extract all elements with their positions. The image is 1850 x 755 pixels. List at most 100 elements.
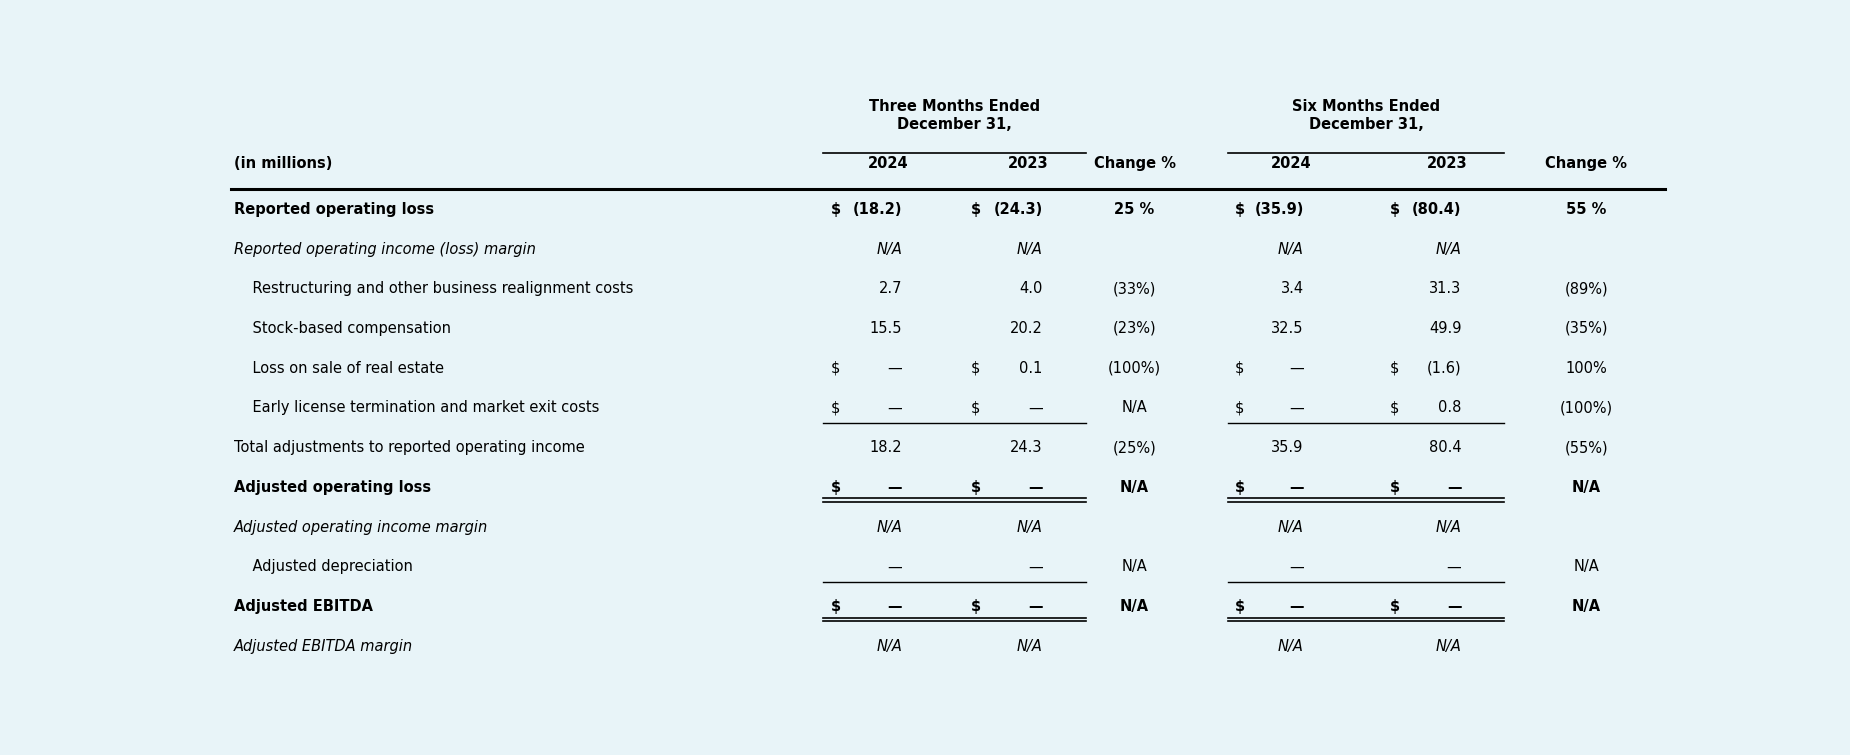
Text: (1.6): (1.6) xyxy=(1426,361,1462,376)
Text: —: — xyxy=(1029,599,1043,614)
Text: (89%): (89%) xyxy=(1565,282,1608,296)
Text: (25%): (25%) xyxy=(1112,440,1156,455)
Text: Change %: Change % xyxy=(1545,156,1628,171)
Text: (55%): (55%) xyxy=(1565,440,1608,455)
Text: 15.5: 15.5 xyxy=(870,321,903,336)
Text: N/A: N/A xyxy=(877,242,903,257)
Text: 2024: 2024 xyxy=(1271,156,1312,171)
Text: 0.8: 0.8 xyxy=(1437,400,1462,415)
Text: (80.4): (80.4) xyxy=(1412,202,1462,217)
Text: N/A: N/A xyxy=(1119,480,1149,495)
Text: N/A: N/A xyxy=(1121,400,1147,415)
Text: —: — xyxy=(1447,599,1462,614)
Text: N/A: N/A xyxy=(1018,519,1043,535)
Text: —: — xyxy=(888,361,903,376)
Text: Adjusted EBITDA margin: Adjusted EBITDA margin xyxy=(235,639,413,654)
Text: 20.2: 20.2 xyxy=(1010,321,1043,336)
Text: 2023: 2023 xyxy=(1426,156,1467,171)
Text: N/A: N/A xyxy=(1018,242,1043,257)
Text: $: $ xyxy=(831,202,840,217)
Text: 18.2: 18.2 xyxy=(870,440,903,455)
Text: $: $ xyxy=(1389,400,1399,415)
Text: N/A: N/A xyxy=(1436,519,1462,535)
Text: N/A: N/A xyxy=(1278,242,1304,257)
Text: $: $ xyxy=(1236,202,1245,217)
Text: —: — xyxy=(1289,400,1304,415)
Text: —: — xyxy=(1029,480,1043,495)
Text: Adjusted operating income margin: Adjusted operating income margin xyxy=(235,519,488,535)
Text: (35%): (35%) xyxy=(1565,321,1608,336)
Text: —: — xyxy=(1289,361,1304,376)
Text: 100%: 100% xyxy=(1565,361,1608,376)
Text: $: $ xyxy=(1236,361,1245,376)
Text: Total adjustments to reported operating income: Total adjustments to reported operating … xyxy=(235,440,585,455)
Text: (23%): (23%) xyxy=(1112,321,1156,336)
Text: (33%): (33%) xyxy=(1114,282,1156,296)
Text: 32.5: 32.5 xyxy=(1271,321,1304,336)
Text: (100%): (100%) xyxy=(1108,361,1162,376)
Text: —: — xyxy=(1029,400,1043,415)
Text: N/A: N/A xyxy=(1119,599,1149,614)
Text: —: — xyxy=(1029,559,1043,575)
Text: $: $ xyxy=(1389,480,1400,495)
Text: $: $ xyxy=(971,361,980,376)
Text: —: — xyxy=(888,400,903,415)
Text: 4.0: 4.0 xyxy=(1019,282,1043,296)
Text: $: $ xyxy=(971,599,980,614)
Text: $: $ xyxy=(831,599,840,614)
Text: —: — xyxy=(888,559,903,575)
Text: 3.4: 3.4 xyxy=(1280,282,1304,296)
Text: Three Months Ended
December 31,: Three Months Ended December 31, xyxy=(870,100,1040,131)
Text: N/A: N/A xyxy=(877,519,903,535)
Text: (18.2): (18.2) xyxy=(853,202,903,217)
Text: N/A: N/A xyxy=(1278,519,1304,535)
Text: 25 %: 25 % xyxy=(1114,202,1154,217)
Text: $: $ xyxy=(1236,400,1245,415)
Text: $: $ xyxy=(831,400,840,415)
Text: N/A: N/A xyxy=(1278,639,1304,654)
Text: Adjusted depreciation: Adjusted depreciation xyxy=(235,559,413,575)
Text: Reported operating income (loss) margin: Reported operating income (loss) margin xyxy=(235,242,536,257)
Text: Six Months Ended
December 31,: Six Months Ended December 31, xyxy=(1291,100,1439,131)
Text: $: $ xyxy=(1236,480,1245,495)
Text: $: $ xyxy=(1389,361,1399,376)
Text: 31.3: 31.3 xyxy=(1430,282,1462,296)
Text: —: — xyxy=(888,599,903,614)
Text: N/A: N/A xyxy=(1018,639,1043,654)
Text: (in millions): (in millions) xyxy=(235,156,333,171)
Text: Early license termination and market exit costs: Early license termination and market exi… xyxy=(235,400,599,415)
Text: —: — xyxy=(1289,599,1304,614)
Text: 80.4: 80.4 xyxy=(1428,440,1462,455)
Text: 2024: 2024 xyxy=(868,156,908,171)
Text: Reported operating loss: Reported operating loss xyxy=(235,202,435,217)
Text: Adjusted operating loss: Adjusted operating loss xyxy=(235,480,431,495)
Text: Stock-based compensation: Stock-based compensation xyxy=(235,321,451,336)
Text: N/A: N/A xyxy=(1572,599,1600,614)
Text: (35.9): (35.9) xyxy=(1254,202,1304,217)
Text: —: — xyxy=(1447,480,1462,495)
Text: N/A: N/A xyxy=(1572,480,1600,495)
Text: $: $ xyxy=(831,361,840,376)
Text: 49.9: 49.9 xyxy=(1428,321,1462,336)
Text: (100%): (100%) xyxy=(1560,400,1613,415)
Text: 2.7: 2.7 xyxy=(879,282,903,296)
Text: $: $ xyxy=(1389,599,1400,614)
Text: N/A: N/A xyxy=(877,639,903,654)
Text: N/A: N/A xyxy=(1121,559,1147,575)
Text: 0.1: 0.1 xyxy=(1019,361,1043,376)
Text: Change %: Change % xyxy=(1093,156,1175,171)
Text: 24.3: 24.3 xyxy=(1010,440,1043,455)
Text: —: — xyxy=(1289,480,1304,495)
Text: 55 %: 55 % xyxy=(1565,202,1606,217)
Text: N/A: N/A xyxy=(1436,639,1462,654)
Text: $: $ xyxy=(831,480,840,495)
Text: $: $ xyxy=(971,480,980,495)
Text: (24.3): (24.3) xyxy=(993,202,1043,217)
Text: —: — xyxy=(1289,559,1304,575)
Text: N/A: N/A xyxy=(1572,559,1598,575)
Text: Restructuring and other business realignment costs: Restructuring and other business realign… xyxy=(235,282,633,296)
Text: Adjusted EBITDA: Adjusted EBITDA xyxy=(235,599,374,614)
Text: $: $ xyxy=(971,400,980,415)
Text: $: $ xyxy=(971,202,980,217)
Text: Loss on sale of real estate: Loss on sale of real estate xyxy=(235,361,444,376)
